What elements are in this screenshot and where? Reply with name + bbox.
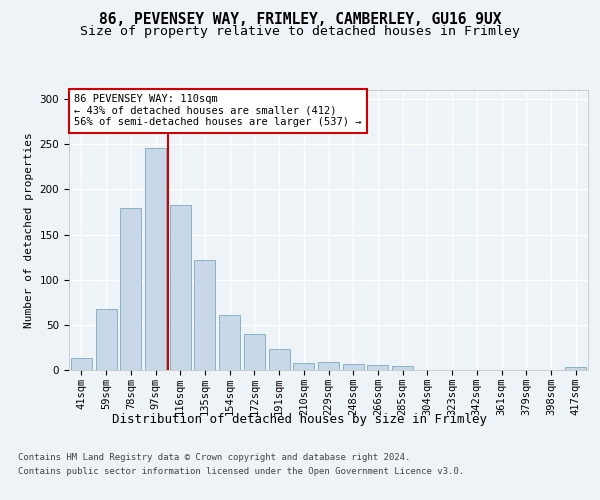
Text: Distribution of detached houses by size in Frimley: Distribution of detached houses by size …	[113, 412, 487, 426]
Bar	[194, 260, 215, 370]
Bar	[145, 148, 166, 370]
Bar	[269, 349, 290, 370]
Bar	[565, 368, 586, 370]
Bar	[95, 308, 116, 370]
Bar	[367, 364, 388, 370]
Bar	[170, 204, 191, 370]
Bar	[392, 366, 413, 370]
Bar	[71, 358, 92, 370]
Bar	[244, 334, 265, 370]
Bar	[318, 362, 339, 370]
Text: 86 PEVENSEY WAY: 110sqm
← 43% of detached houses are smaller (412)
56% of semi-d: 86 PEVENSEY WAY: 110sqm ← 43% of detache…	[74, 94, 362, 128]
Bar	[343, 364, 364, 370]
Bar	[120, 208, 141, 370]
Text: 86, PEVENSEY WAY, FRIMLEY, CAMBERLEY, GU16 9UX: 86, PEVENSEY WAY, FRIMLEY, CAMBERLEY, GU…	[99, 12, 501, 28]
Bar	[219, 315, 240, 370]
Bar	[293, 363, 314, 370]
Text: Contains public sector information licensed under the Open Government Licence v3: Contains public sector information licen…	[18, 468, 464, 476]
Text: Contains HM Land Registry data © Crown copyright and database right 2024.: Contains HM Land Registry data © Crown c…	[18, 452, 410, 462]
Y-axis label: Number of detached properties: Number of detached properties	[24, 132, 34, 328]
Text: Size of property relative to detached houses in Frimley: Size of property relative to detached ho…	[80, 25, 520, 38]
